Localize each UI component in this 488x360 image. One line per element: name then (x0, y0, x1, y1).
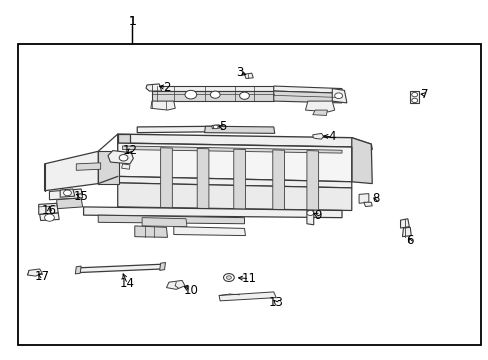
Polygon shape (118, 134, 130, 176)
Polygon shape (409, 91, 418, 103)
Polygon shape (173, 226, 245, 235)
Polygon shape (44, 151, 98, 191)
Text: 15: 15 (74, 190, 88, 203)
Polygon shape (197, 148, 208, 209)
Bar (18, 44, 480, 345)
Polygon shape (142, 218, 186, 226)
Circle shape (119, 154, 128, 161)
Polygon shape (306, 211, 313, 225)
Polygon shape (98, 215, 244, 224)
Polygon shape (108, 150, 133, 164)
Text: 12: 12 (122, 144, 137, 157)
Circle shape (223, 274, 234, 282)
Circle shape (213, 125, 218, 129)
Polygon shape (400, 219, 408, 228)
Polygon shape (118, 183, 351, 211)
Text: 7: 7 (420, 88, 428, 101)
Circle shape (306, 211, 313, 216)
Text: 17: 17 (35, 270, 50, 283)
Polygon shape (57, 198, 82, 209)
Text: 4: 4 (328, 130, 335, 144)
Polygon shape (402, 227, 410, 237)
Polygon shape (78, 264, 162, 273)
Polygon shape (118, 134, 371, 149)
Text: 9: 9 (313, 209, 321, 222)
Polygon shape (363, 202, 371, 207)
Polygon shape (160, 148, 172, 208)
Text: 1: 1 (128, 15, 136, 28)
Polygon shape (83, 207, 341, 218)
Polygon shape (159, 262, 165, 270)
Polygon shape (122, 164, 130, 169)
Polygon shape (306, 150, 318, 211)
Polygon shape (40, 213, 59, 221)
Text: 8: 8 (372, 192, 379, 205)
Text: 10: 10 (183, 284, 198, 297)
Polygon shape (312, 110, 327, 116)
Text: 11: 11 (242, 272, 256, 285)
Polygon shape (273, 91, 341, 103)
Polygon shape (151, 101, 175, 110)
Polygon shape (98, 151, 119, 184)
Polygon shape (27, 269, 42, 276)
Polygon shape (75, 266, 81, 274)
Polygon shape (244, 73, 253, 78)
Polygon shape (39, 203, 58, 215)
Polygon shape (122, 146, 341, 153)
Text: 3: 3 (235, 66, 243, 79)
Polygon shape (152, 91, 273, 101)
Circle shape (411, 98, 417, 103)
Polygon shape (137, 126, 227, 133)
Text: 13: 13 (268, 296, 283, 309)
Circle shape (226, 276, 231, 279)
Polygon shape (219, 292, 276, 301)
Polygon shape (273, 86, 341, 93)
Polygon shape (76, 163, 101, 170)
Circle shape (44, 214, 54, 221)
Circle shape (210, 91, 220, 98)
Polygon shape (204, 126, 274, 134)
Polygon shape (60, 189, 75, 197)
Text: 6: 6 (406, 234, 413, 247)
Circle shape (411, 93, 417, 97)
Polygon shape (118, 143, 351, 182)
Polygon shape (146, 84, 161, 91)
Polygon shape (305, 101, 334, 112)
Polygon shape (166, 280, 184, 289)
Text: 5: 5 (219, 121, 226, 134)
Polygon shape (351, 138, 371, 184)
Polygon shape (312, 134, 323, 139)
Polygon shape (331, 89, 346, 103)
Polygon shape (49, 189, 82, 200)
Polygon shape (135, 226, 167, 237)
Text: 2: 2 (163, 81, 170, 94)
Polygon shape (272, 150, 284, 210)
Circle shape (63, 190, 71, 196)
Polygon shape (233, 149, 245, 210)
Text: 16: 16 (42, 204, 57, 217)
Circle shape (239, 92, 249, 99)
Text: 14: 14 (120, 278, 135, 291)
Polygon shape (358, 194, 368, 203)
Text: 1: 1 (128, 15, 136, 28)
Polygon shape (152, 86, 273, 91)
Circle shape (184, 90, 196, 99)
Polygon shape (211, 125, 220, 129)
Polygon shape (118, 176, 351, 188)
Circle shape (334, 93, 342, 99)
